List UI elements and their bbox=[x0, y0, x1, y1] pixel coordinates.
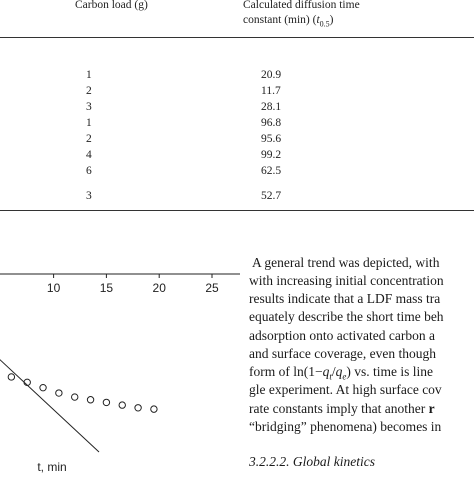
plot-area: 10 15 20 25 t, min bbox=[0, 273, 240, 474]
cell-carbon-load: 2 bbox=[86, 85, 92, 97]
cell-carbon-load: 3 bbox=[86, 190, 92, 202]
cell-diffusion-time: 20.9 bbox=[261, 69, 282, 81]
column-header-diffusion-time-line1: Calculated diffusion time bbox=[243, 0, 360, 11]
kinetics-plot: 10 15 20 25 t, min bbox=[0, 268, 240, 474]
cell-diffusion-time: 95.6 bbox=[261, 133, 282, 145]
cell-carbon-load: 6 bbox=[86, 165, 92, 177]
body-line: gle experiment. At high surface cov bbox=[249, 382, 442, 397]
table-bottom-rule bbox=[0, 210, 474, 211]
cell-carbon-load: 1 bbox=[86, 69, 92, 81]
body-line: adsorption onto activated carbon a bbox=[249, 328, 435, 343]
data-point bbox=[7, 373, 16, 381]
x-axis-label: t, min bbox=[37, 460, 66, 474]
cell-diffusion-time: 96.8 bbox=[261, 117, 282, 129]
cell-carbon-load: 2 bbox=[86, 133, 92, 145]
body-line: rate constants imply that another r bbox=[249, 401, 435, 416]
body-line: and surface coverage, even though bbox=[249, 346, 437, 361]
body-line: A general trend was depicted, with bbox=[252, 255, 440, 270]
cell-diffusion-time: 28.1 bbox=[261, 101, 282, 113]
fit-line bbox=[0, 359, 100, 453]
x-tick-label: 25 bbox=[205, 281, 219, 295]
data-point bbox=[55, 389, 63, 397]
data-point bbox=[39, 383, 47, 392]
cell-diffusion-time: 52.7 bbox=[261, 190, 282, 202]
column-header-carbon-load: Carbon load (g) bbox=[75, 0, 148, 11]
data-point bbox=[118, 401, 126, 409]
body-line: results indicate that a LDF mass tra bbox=[249, 291, 441, 306]
body-line: equately describe the short time beh bbox=[249, 309, 444, 324]
x-tick-label: 10 bbox=[47, 281, 61, 295]
cell-diffusion-time: 99.2 bbox=[261, 149, 282, 161]
body-line-formula: form of ln(1−qt/qe) vs. time is line bbox=[249, 364, 434, 382]
x-tick-label: 15 bbox=[100, 281, 114, 295]
data-point bbox=[102, 398, 111, 407]
cell-carbon-load: 3 bbox=[86, 101, 92, 113]
data-point bbox=[86, 396, 95, 404]
data-point bbox=[134, 404, 142, 412]
cell-carbon-load: 1 bbox=[86, 117, 92, 129]
cell-carbon-load: 4 bbox=[86, 149, 92, 161]
cell-diffusion-time: 62.5 bbox=[261, 165, 282, 177]
body-line: with increasing initial concentration bbox=[249, 273, 444, 288]
section-subheading: 3.2.2.2. Global kinetics bbox=[249, 454, 375, 469]
cell-diffusion-time: 11.7 bbox=[261, 85, 281, 97]
table-header-rule bbox=[0, 37, 474, 38]
column-header-diffusion-time-line2: constant (min) (t0.5) bbox=[243, 14, 334, 29]
data-point bbox=[71, 393, 79, 401]
data-point bbox=[150, 405, 158, 413]
body-line: “bridging” phenomena) becomes in bbox=[249, 419, 442, 434]
x-tick-label: 20 bbox=[153, 281, 167, 295]
